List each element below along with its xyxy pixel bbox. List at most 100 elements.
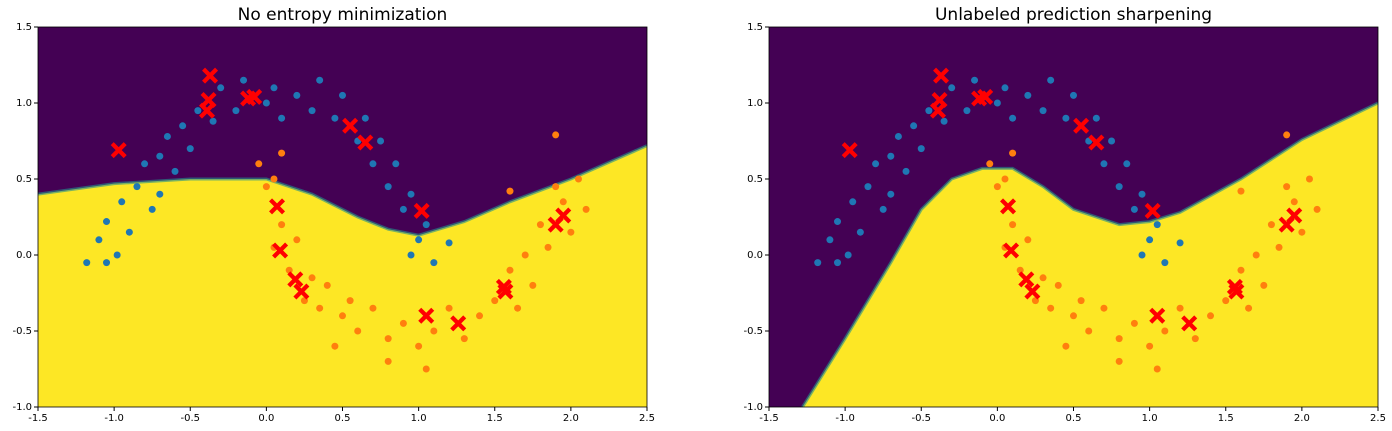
- labeled-point: [418, 307, 435, 324]
- chart-title: No entropy minimization: [238, 5, 448, 25]
- labeled-point: [841, 142, 858, 159]
- labeled-point: [1228, 283, 1245, 300]
- point: [361, 114, 369, 122]
- point: [445, 304, 453, 312]
- point: [844, 251, 852, 259]
- subplot: -1.5 -1.0 -0.5 0.0 0.5 1.0 1.5 2.0 2.5-1.0-0.50.…: [12, 5, 654, 424]
- point: [574, 175, 582, 183]
- point: [1115, 335, 1123, 343]
- x-tick-label: 1.0: [411, 413, 427, 424]
- labeled-point: [1024, 283, 1041, 300]
- y-tick-label: 1.5: [16, 22, 32, 33]
- labeled-point: [198, 102, 215, 119]
- labeled-point: [272, 242, 289, 259]
- point: [1115, 357, 1123, 365]
- point: [384, 335, 392, 343]
- point: [285, 266, 293, 274]
- y-tick-label: 1.5: [747, 22, 763, 33]
- point: [1138, 251, 1146, 259]
- point: [993, 183, 1001, 191]
- point: [1108, 137, 1116, 145]
- point: [491, 297, 499, 305]
- point: [1085, 327, 1093, 335]
- labeled-point: [413, 202, 430, 219]
- point: [415, 342, 423, 350]
- point: [1009, 149, 1017, 157]
- labeled-point: [1000, 198, 1017, 215]
- x-tick-label: 0.0: [258, 413, 274, 424]
- labeled-point: [1181, 315, 1198, 332]
- point: [1024, 91, 1032, 99]
- point: [392, 160, 400, 168]
- x-tick-label: -1.0: [104, 413, 124, 424]
- point: [552, 131, 560, 139]
- point: [1207, 312, 1215, 320]
- y-tick-label: -0.5: [743, 326, 763, 337]
- point: [506, 187, 514, 195]
- point: [1191, 335, 1199, 343]
- point: [925, 107, 933, 115]
- x-tick-label: 1.5: [487, 413, 503, 424]
- point: [1039, 274, 1047, 282]
- point: [1237, 187, 1245, 195]
- y-tick-label: 0.5: [16, 174, 32, 185]
- point: [1070, 312, 1077, 320]
- point: [95, 236, 103, 244]
- point: [133, 183, 141, 191]
- point: [262, 183, 270, 191]
- point: [1070, 91, 1077, 99]
- labeled-point: [1018, 271, 1035, 288]
- point: [331, 114, 339, 122]
- point: [125, 228, 133, 236]
- labeled-point: [202, 67, 219, 84]
- point: [346, 297, 354, 305]
- point: [1009, 114, 1017, 122]
- point: [293, 236, 301, 244]
- point: [339, 312, 346, 320]
- point: [278, 221, 286, 229]
- point: [118, 198, 126, 206]
- point: [1176, 239, 1184, 247]
- point: [1092, 114, 1100, 122]
- plot-area: [769, 27, 1378, 407]
- point: [369, 160, 377, 168]
- point: [1283, 183, 1291, 191]
- point: [1062, 342, 1070, 350]
- point: [1146, 342, 1154, 350]
- point: [339, 91, 346, 99]
- labeled-point: [1003, 242, 1020, 259]
- point: [1024, 236, 1032, 244]
- point: [506, 266, 514, 274]
- point: [1039, 107, 1047, 115]
- point: [308, 107, 316, 115]
- point: [179, 122, 187, 130]
- point: [544, 243, 552, 251]
- point: [270, 175, 278, 183]
- point: [826, 236, 834, 244]
- point: [103, 218, 111, 226]
- point: [384, 183, 392, 191]
- point: [1047, 304, 1055, 312]
- point: [415, 236, 423, 244]
- point: [369, 304, 377, 312]
- point: [399, 205, 407, 213]
- point: [1077, 297, 1085, 305]
- point: [1047, 76, 1055, 84]
- point: [902, 167, 910, 175]
- point: [83, 259, 91, 267]
- decision-boundary: [801, 101, 1378, 407]
- labeled-point: [933, 67, 950, 84]
- chart-title: Unlabeled prediction sharpening: [935, 5, 1212, 25]
- point: [156, 152, 164, 160]
- labeled-point: [497, 283, 514, 300]
- labeled-point: [110, 142, 127, 159]
- labeled-point: [246, 88, 263, 105]
- point: [582, 205, 590, 213]
- x-tick-label: 0.5: [1066, 413, 1082, 424]
- point: [1153, 365, 1161, 373]
- x-tick-label: 2.0: [1294, 413, 1310, 424]
- point: [963, 107, 971, 115]
- point: [1245, 304, 1253, 312]
- point: [1161, 259, 1169, 267]
